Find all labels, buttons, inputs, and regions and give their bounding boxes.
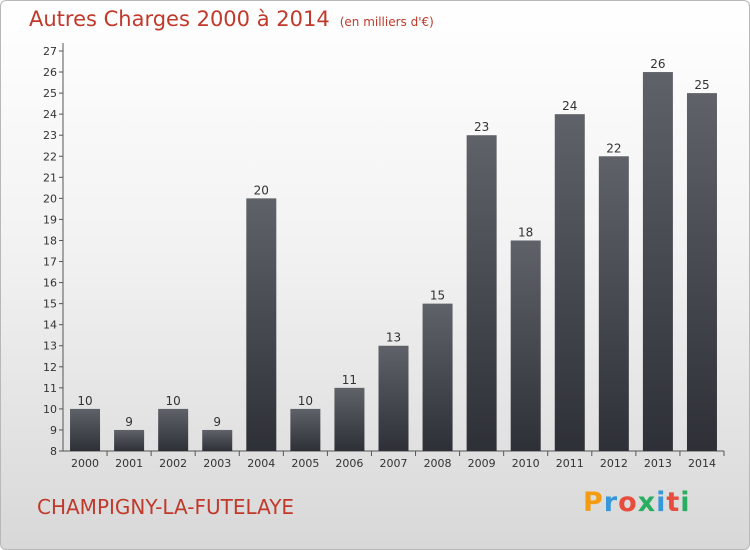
value-label-2000: 10	[77, 394, 92, 408]
value-label-2003: 9	[213, 415, 221, 429]
value-label-2007: 13	[386, 331, 401, 345]
value-label-2002: 10	[166, 394, 181, 408]
y-tick-label: 13	[43, 340, 57, 353]
y-tick-label: 9	[50, 424, 57, 437]
y-tick-label: 17	[43, 256, 57, 269]
y-tick-label: 10	[43, 403, 57, 416]
x-tick-label-2007: 2007	[380, 457, 408, 470]
y-tick-label: 22	[43, 150, 57, 163]
bar-2005	[290, 408, 321, 451]
logo-letter: i	[656, 487, 667, 518]
chart-title-block: Autres Charges 2000 à 2014 (en milliers d…	[29, 7, 434, 31]
logo-letter: x	[637, 487, 657, 518]
x-tick-label-2012: 2012	[600, 457, 628, 470]
logo-letter: t	[666, 487, 681, 518]
bar-2004	[246, 198, 277, 451]
x-tick-label-2013: 2013	[644, 457, 672, 470]
y-tick-label: 15	[43, 298, 57, 311]
location-label: CHAMPIGNY-LA-FUTELAYE	[37, 495, 295, 519]
y-tick-label: 18	[43, 234, 57, 247]
x-tick-label-2005: 2005	[291, 457, 319, 470]
proxiti-logo: Proxiti	[583, 487, 691, 518]
value-label-2004: 20	[254, 183, 269, 197]
x-tick-label-2009: 2009	[468, 457, 496, 470]
bar-2003	[202, 429, 233, 451]
value-label-2009: 23	[474, 120, 489, 134]
y-tick-label: 21	[43, 171, 57, 184]
value-label-2010: 18	[518, 225, 533, 239]
y-tick-label: 26	[43, 66, 57, 79]
x-tick-label-2006: 2006	[335, 457, 363, 470]
y-tick-label: 23	[43, 129, 57, 142]
y-tick-label: 8	[50, 445, 57, 458]
y-tick-label: 16	[43, 277, 57, 290]
bar-2006	[334, 387, 365, 451]
x-tick-label-2008: 2008	[424, 457, 452, 470]
y-tick-label: 11	[43, 382, 57, 395]
value-label-2013: 26	[650, 57, 665, 71]
x-tick-label-2004: 2004	[247, 457, 275, 470]
bar-2010	[510, 240, 541, 451]
bar-2013	[642, 72, 673, 451]
y-tick-label: 24	[43, 108, 57, 121]
chart-title: Autres Charges 2000 à 2014	[29, 7, 330, 31]
logo-letter: i	[680, 487, 691, 518]
y-tick-label: 27	[43, 45, 57, 58]
value-label-2001: 9	[125, 415, 133, 429]
x-tick-label-2014: 2014	[688, 457, 716, 470]
logo-letter: o	[618, 487, 638, 518]
bar-2011	[554, 114, 585, 451]
bar-2000	[70, 408, 101, 451]
x-tick-label-2002: 2002	[159, 457, 187, 470]
value-label-2011: 24	[562, 99, 577, 113]
bar-2008	[422, 303, 453, 451]
value-label-2006: 11	[342, 373, 357, 387]
bar-2009	[466, 135, 497, 452]
bar-2012	[598, 156, 629, 451]
x-tick-label-2001: 2001	[115, 457, 143, 470]
logo-letter: r	[603, 487, 619, 518]
value-label-2014: 25	[694, 78, 709, 92]
x-tick-label-2010: 2010	[512, 457, 540, 470]
y-tick-label: 20	[43, 192, 57, 205]
bar-2007	[378, 345, 409, 451]
y-tick-label: 25	[43, 87, 57, 100]
value-label-2005: 10	[298, 394, 313, 408]
x-tick-label-2000: 2000	[71, 457, 99, 470]
y-tick-label: 12	[43, 361, 57, 374]
logo-letter: P	[583, 487, 604, 518]
x-tick-label-2003: 2003	[203, 457, 231, 470]
chart-unit: (en milliers d'€)	[339, 15, 434, 29]
bar-2014	[686, 93, 717, 452]
value-label-2012: 22	[606, 141, 621, 155]
value-label-2008: 15	[430, 289, 445, 303]
y-tick-label: 19	[43, 213, 57, 226]
y-tick-label: 14	[43, 319, 57, 332]
bar-2002	[158, 408, 189, 451]
bar-2001	[114, 429, 145, 451]
x-tick-label-2011: 2011	[556, 457, 584, 470]
